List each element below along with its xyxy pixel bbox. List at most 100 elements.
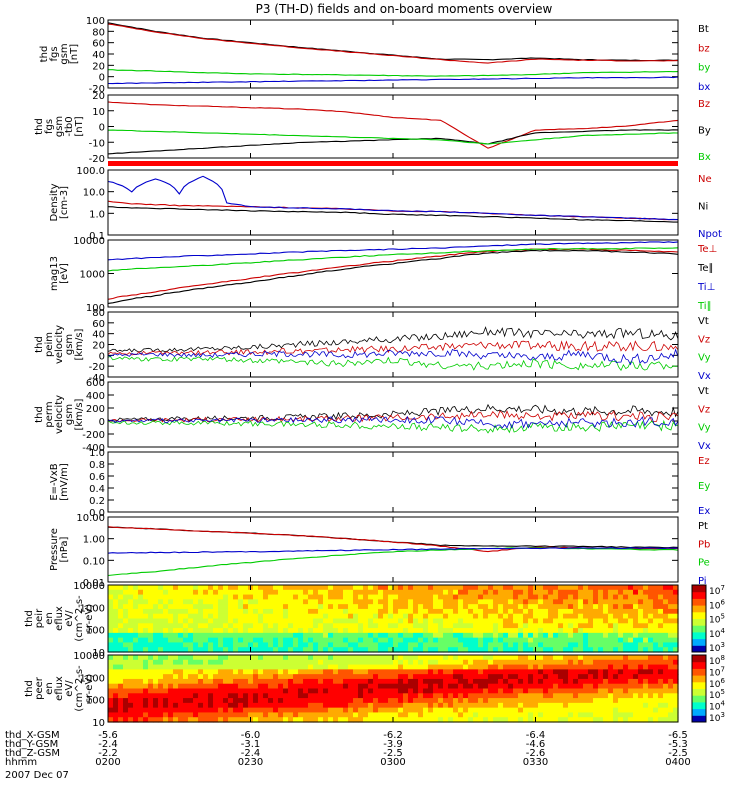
heatmap-cell [288,637,294,644]
heatmap-cell [313,707,319,714]
heatmap-cell [308,707,314,714]
heatmap-cell [438,623,444,629]
heatmap-cell [533,589,539,596]
heatmap-cell [633,618,639,624]
heatmap-cell [128,678,134,685]
heatmap-cell [328,717,334,723]
heatmap-cell [398,642,404,648]
heatmap-cell [458,613,464,620]
heatmap-cell [468,674,474,680]
heatmap-cell [393,618,399,624]
heatmap-cell [343,637,349,644]
heatmap-cell [588,717,594,723]
heatmap-cell [383,642,389,648]
heatmap-cell [333,599,339,605]
heatmap-cell [668,717,674,723]
heatmap-cell [323,683,329,690]
heatmap-cell [188,613,194,620]
heatmap-cell [183,585,189,591]
heatmap-cell [363,599,369,605]
heatmap-cell [153,642,159,648]
heatmap-cell [313,599,319,605]
heatmap-cell [353,594,359,600]
ytick-label: 10.0 [83,188,105,199]
heatmap-cell [448,655,454,661]
colorbar-band [692,605,706,613]
heatmap-cell [218,655,224,661]
series-line-Vx [107,415,679,429]
heatmap-cell [373,674,379,680]
heatmap-cell [498,642,504,648]
heatmap-cell [138,623,144,629]
heatmap-cell [223,669,229,675]
heatmap-cell [608,669,614,675]
heatmap-cell [148,594,154,600]
heatmap-cell [403,664,409,670]
heatmap-cell [543,613,549,620]
heatmap-cell [253,688,259,694]
colorbar-exponent: 7 [720,584,724,592]
heatmap-cell [278,683,284,690]
legend-entry: bz [698,43,710,54]
heatmap-cell [208,589,214,596]
heatmap-cell [673,674,679,680]
heatmap-cell [623,655,629,661]
heatmap-cell [358,613,364,620]
heatmap-cell [163,655,169,661]
heatmap-cell [673,678,679,685]
heatmap-cell [188,623,194,629]
heatmap-cell [578,637,584,644]
heatmap-cell [158,585,164,591]
heatmap-cell [558,608,564,615]
heatmap-cell [238,604,244,610]
heatmap-cell [253,693,259,699]
heatmap-cell [468,698,474,704]
heatmap-cell [618,623,624,629]
heatmap-cell [413,618,419,624]
heatmap-cell [668,637,674,644]
heatmap-cell [293,623,299,629]
heatmap-cell [303,659,309,666]
ytick-label: 600 [86,378,105,389]
heatmap-cell [208,608,214,615]
heatmap-cell [208,637,214,644]
heatmap-cell [203,688,209,694]
heatmap-cell [668,659,674,666]
heatmap-cell [603,655,609,661]
heatmap-cell [153,702,159,709]
heatmap-cell [283,632,289,639]
heatmap-cell [638,599,644,605]
heatmap-cell [243,664,249,670]
heatmap-cell [418,664,424,670]
heatmap-cell [533,637,539,644]
heatmap-cell [178,655,184,661]
heatmap-cell [498,589,504,596]
heatmap-cell [553,637,559,644]
heatmap-cell [358,659,364,666]
heatmap-cell [348,669,354,675]
heatmap-cell [628,647,634,653]
heatmap-cell [568,693,574,699]
heatmap-cell [348,674,354,680]
heatmap-cell [228,659,234,666]
legend-entry: Ez [698,456,710,467]
heatmap-cell [628,599,634,605]
heatmap-cell [278,642,284,648]
heatmap-cell [388,623,394,629]
heatmap-cell [443,683,449,690]
heatmap-cell [513,599,519,605]
heatmap-cell [673,637,679,644]
heatmap-cell [483,655,489,661]
heatmap-cell [338,698,344,704]
heatmap-cell [478,664,484,670]
series-line-Ni [107,206,678,223]
heatmap-cell [608,688,614,694]
heatmap-cell [213,637,219,644]
heatmap-cell [293,693,299,699]
heatmap-cell [278,647,284,653]
heatmap-cell [568,669,574,675]
heatmap-cell [118,702,124,709]
heatmap-cell [158,674,164,680]
heatmap-cell [113,642,119,648]
heatmap-cell [658,637,664,644]
